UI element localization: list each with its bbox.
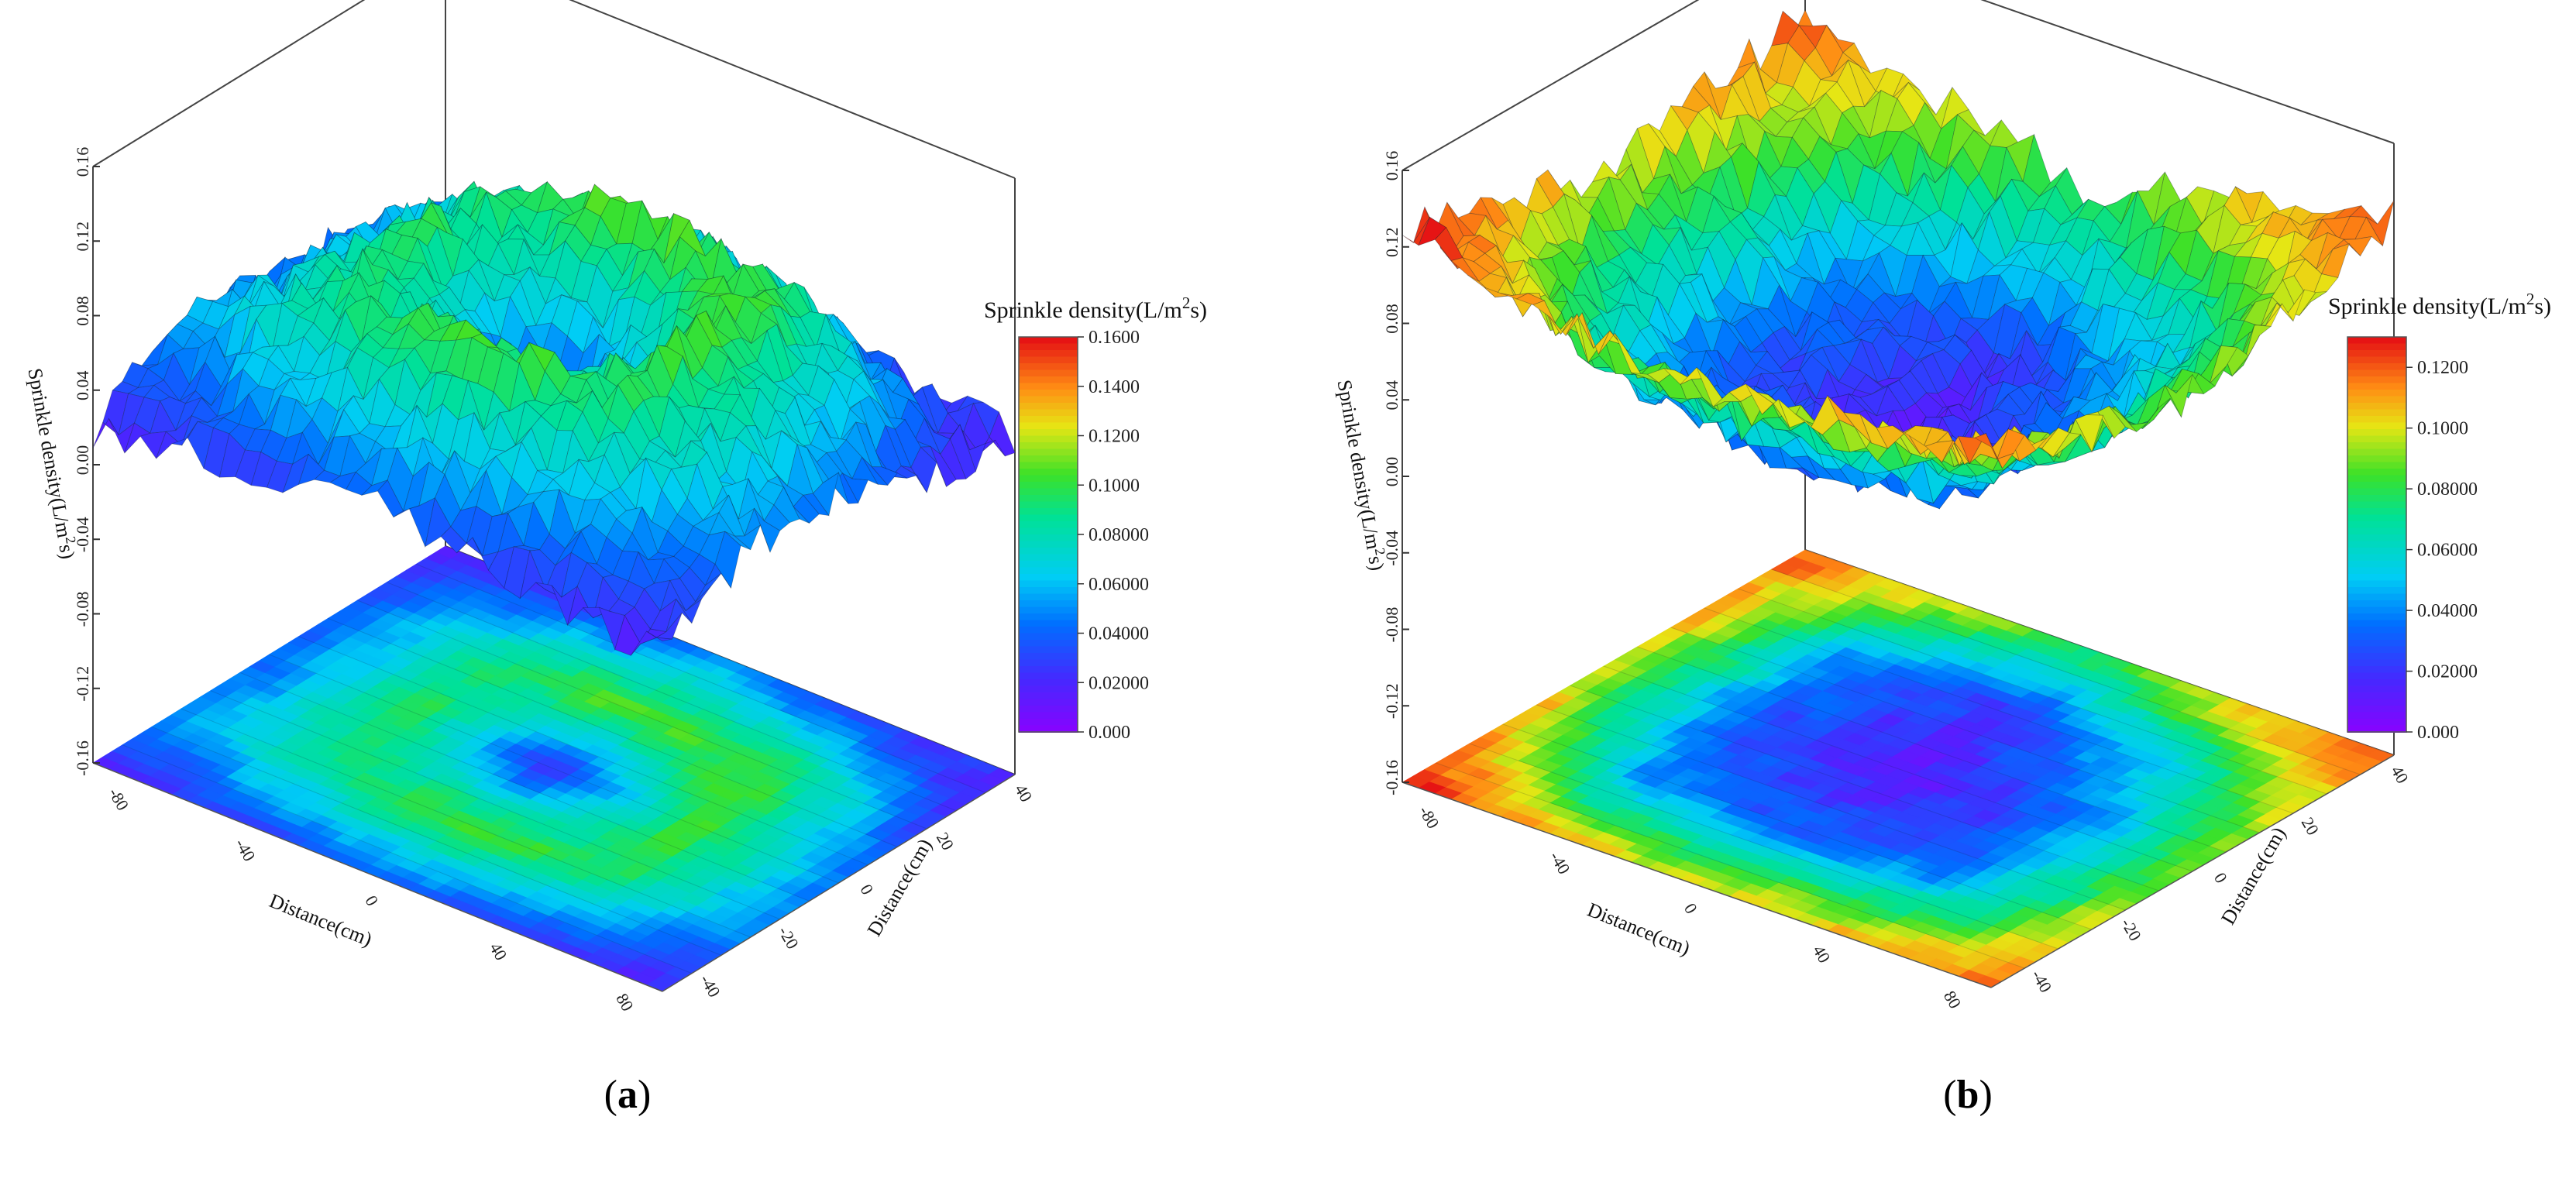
colorbar-swatch — [1019, 600, 1078, 608]
z-tick-label: -0.12 — [73, 666, 92, 702]
colorbar-swatch — [1019, 448, 1078, 456]
colorbar-title: Sprinkle density(L/m2s) — [984, 294, 1207, 323]
colorbar-swatch — [1019, 376, 1078, 384]
y-tick-label: 20 — [933, 829, 958, 854]
colorbar-swatch — [1019, 475, 1078, 483]
colorbar-swatch — [1019, 666, 1078, 674]
axis-box-edge — [92, 0, 366, 167]
colorbar-swatch — [1019, 422, 1078, 430]
colorbar-tick-label: 0.04000 — [1089, 624, 1149, 644]
colorbar-swatch — [1019, 659, 1078, 667]
colorbar-swatch — [1019, 580, 1078, 588]
colorbar-swatch — [1019, 455, 1078, 463]
x-tick-label: 80 — [612, 990, 638, 1015]
chart-panel-b: 0.160.120.080.040.00-0.04-0.08-0.12-0.16… — [1333, 0, 2551, 1117]
y-tick-label: 40 — [1011, 781, 1037, 806]
colorbar-swatch — [1019, 350, 1078, 358]
colorbar-swatch — [1019, 685, 1078, 693]
colorbar-tick-label: 0.1400 — [1089, 377, 1140, 397]
colorbar-swatch — [1019, 548, 1078, 555]
z-tick-label: 0.12 — [73, 222, 92, 252]
colorbar-swatch — [1019, 390, 1078, 397]
colorbar-swatch — [1019, 587, 1078, 595]
colorbar-tick-label: 0.1000 — [1089, 476, 1140, 496]
colorbar-swatch — [1019, 409, 1078, 417]
colorbar-swatch — [1019, 514, 1078, 522]
colorbar-swatch — [1019, 442, 1078, 450]
colorbar-swatch — [1019, 435, 1078, 443]
colorbar-swatch — [1019, 534, 1078, 542]
colorbar-swatch — [1019, 574, 1078, 582]
y-tick-label: -20 — [775, 923, 803, 953]
colorbar-swatch — [1019, 567, 1078, 575]
colorbar-tick-label: 0.000 — [1089, 723, 1130, 743]
colorbar-swatch — [1019, 633, 1078, 641]
colorbar-swatch — [1019, 396, 1078, 404]
colorbar-swatch — [1019, 606, 1078, 614]
chart-panel-a: 0.160.120.080.040.00-0.04-0.08-0.12-0.16… — [23, 0, 1207, 1117]
colorbar-tick-label: 0.1600 — [1089, 328, 1140, 348]
colorbar-swatch — [1019, 403, 1078, 411]
colorbar-swatch — [1019, 369, 1078, 377]
colorbar-swatch — [1019, 488, 1078, 496]
z-axis: 0.160.120.080.040.00-0.04-0.08-0.12-0.16… — [23, 147, 100, 776]
colorbar-swatch — [1019, 527, 1078, 535]
colorbar-swatch — [1019, 561, 1078, 569]
colorbar-tick-label: 0.1200 — [1089, 427, 1140, 447]
colorbar-swatch — [1019, 646, 1078, 654]
colorbar-swatch — [1019, 469, 1078, 476]
colorbar-swatch — [1019, 501, 1078, 509]
colorbar-swatch — [1019, 521, 1078, 529]
floor-heatmap — [1401, 549, 2395, 988]
colorbar-swatch — [1019, 337, 1078, 345]
colorbar-swatch — [1019, 495, 1078, 503]
colorbar-tick-label: 0.08000 — [1089, 525, 1149, 545]
colorbar-swatch — [1019, 627, 1078, 634]
colorbar-swatch — [1019, 508, 1078, 516]
surface — [92, 180, 1016, 656]
z-tick-label: 0.08 — [73, 296, 92, 326]
z-tick-label: 0.04 — [73, 371, 92, 401]
x-axis-title: Distance(cm) — [267, 889, 376, 950]
z-tick-label: -0.08 — [73, 592, 92, 627]
panel-caption: (a) — [604, 1073, 652, 1117]
colorbar-swatch — [1019, 554, 1078, 562]
colorbar-swatch — [1019, 620, 1078, 627]
colorbar-swatch — [1019, 541, 1078, 548]
colorbar-swatch — [1019, 719, 1078, 727]
colorbar-swatch — [1019, 640, 1078, 648]
colorbar-swatch — [1019, 356, 1078, 364]
z-tick-label: 0.16 — [73, 147, 92, 177]
colorbar-swatch — [1019, 462, 1078, 469]
colorbar-swatch — [1019, 363, 1078, 371]
x-tick-label: 0 — [361, 892, 382, 909]
colorbar-swatch — [1019, 613, 1078, 621]
colorbar-swatch — [1019, 383, 1078, 390]
colorbar-swatch — [1019, 712, 1078, 720]
colorbar-swatch — [1019, 672, 1078, 680]
colorbar-swatch — [1019, 343, 1078, 351]
colorbar-swatch — [1019, 692, 1078, 700]
colorbar-swatch — [1019, 482, 1078, 490]
x-tick-label: 40 — [486, 940, 511, 964]
y-tick-label: 0 — [856, 881, 877, 898]
surface-cell — [2365, 200, 2395, 247]
colorbar: 0.1600 0.1400 0.1200 0.1000 0.08000 0.06000 0.… — [984, 294, 1207, 743]
y-tick-label: -40 — [696, 971, 724, 1001]
colorbar-swatch — [1019, 429, 1078, 437]
colorbar-swatch — [1019, 593, 1078, 601]
colorbar-tick-label: 0.06000 — [1089, 575, 1149, 595]
z-tick-label: -0.16 — [73, 740, 92, 776]
colorbar-swatch — [1019, 706, 1078, 713]
colorbar-tick-label: 0.02000 — [1089, 673, 1149, 693]
x-tick-label: -40 — [232, 835, 260, 864]
colorbar-swatch — [1019, 699, 1078, 706]
axis-box-edge — [569, 0, 1016, 179]
z-tick-label: 0.00 — [73, 445, 92, 476]
colorbar-swatch — [1019, 653, 1078, 661]
x-tick-label: -80 — [105, 785, 132, 814]
colorbar-swatch — [1019, 416, 1078, 424]
colorbar-swatch — [1019, 679, 1078, 687]
